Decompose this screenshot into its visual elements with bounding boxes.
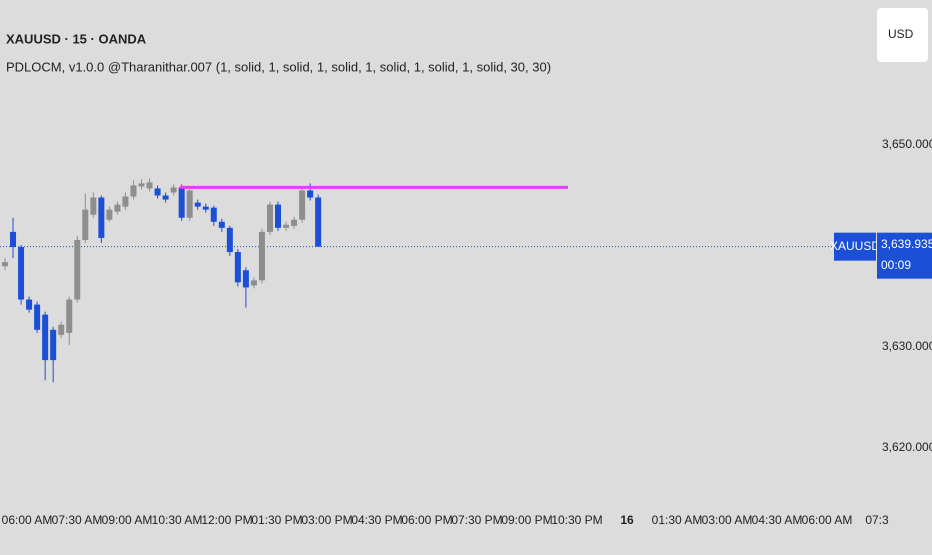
x-tick-label: 10:30 AM bbox=[152, 513, 203, 527]
candle-body bbox=[114, 204, 121, 212]
x-tick-label: 03:00 AM bbox=[702, 513, 753, 527]
candle-body bbox=[82, 209, 89, 240]
candle-body bbox=[106, 209, 113, 220]
symbol-tag-box bbox=[834, 232, 876, 261]
candle-body bbox=[42, 314, 49, 361]
candle-body bbox=[283, 224, 290, 228]
candle-body bbox=[226, 227, 233, 253]
candle-body bbox=[266, 204, 273, 232]
candle-body bbox=[154, 188, 161, 196]
candle-body bbox=[307, 190, 314, 198]
candle-body bbox=[170, 187, 177, 193]
x-tick-label: 07:30 PM bbox=[451, 513, 502, 527]
candle-body bbox=[18, 247, 25, 300]
x-tick-label: 07:3 bbox=[865, 513, 889, 527]
currency-button[interactable] bbox=[877, 8, 928, 62]
candle-body bbox=[315, 197, 322, 247]
candle-body bbox=[234, 252, 241, 283]
candle-body bbox=[26, 299, 33, 310]
candle-body bbox=[250, 280, 257, 286]
price-label: 3,639.935 bbox=[881, 237, 932, 251]
candle-body bbox=[258, 231, 265, 281]
candle-body bbox=[275, 204, 282, 228]
chart-title: XAUUSD · 15 · OANDA bbox=[6, 31, 147, 46]
candle-body bbox=[186, 190, 193, 218]
candle-body bbox=[202, 206, 209, 210]
candle-body bbox=[146, 182, 153, 189]
x-tick-label: 07:30 AM bbox=[52, 513, 103, 527]
candle-body bbox=[242, 270, 249, 288]
x-tick-label: 09:00 AM bbox=[102, 513, 153, 527]
candle-body bbox=[58, 324, 65, 335]
countdown: 00:09 bbox=[881, 258, 911, 272]
x-tick-label: 01:30 AM bbox=[652, 513, 703, 527]
x-tick-label: 03:00 PM bbox=[301, 513, 352, 527]
candle-body bbox=[50, 329, 57, 361]
x-tick-label: 06:00 PM bbox=[401, 513, 452, 527]
candle-body bbox=[90, 197, 97, 215]
candle-body bbox=[2, 262, 8, 267]
symbol-tag: XAUUSD bbox=[830, 239, 880, 253]
candle-body bbox=[299, 190, 306, 220]
indicator-label: PDLOCM, v1.0.0 @Tharanithar.007 (1, soli… bbox=[6, 59, 551, 74]
candle-body bbox=[291, 219, 298, 226]
candle-body bbox=[98, 197, 105, 238]
candle-body bbox=[122, 196, 129, 207]
candle-body bbox=[74, 239, 81, 300]
candle-body bbox=[66, 299, 73, 333]
candle-body bbox=[130, 185, 137, 197]
candle-body bbox=[34, 304, 41, 330]
candle-body bbox=[10, 231, 17, 248]
candle-body bbox=[178, 187, 185, 218]
x-tick-label: 01:30 PM bbox=[251, 513, 302, 527]
y-tick-label: 3,650.000 bbox=[882, 137, 932, 151]
x-tick-label: 06:00 AM bbox=[2, 513, 53, 527]
x-tick-label: 16 bbox=[620, 513, 634, 527]
y-tick-label: 3,630.000 bbox=[882, 339, 932, 353]
x-tick-label: 12:00 PM bbox=[201, 513, 252, 527]
candle-body bbox=[162, 195, 169, 200]
x-tick-label: 04:30 AM bbox=[752, 513, 803, 527]
candle-body bbox=[194, 202, 201, 207]
candle-body bbox=[218, 221, 225, 228]
x-tick-label: 10:30 PM bbox=[551, 513, 602, 527]
candle-body bbox=[138, 183, 145, 187]
price-box bbox=[877, 232, 932, 279]
y-tick-label: 3,620.000 bbox=[882, 440, 932, 454]
x-tick-label: 06:00 AM bbox=[802, 513, 853, 527]
candle-body bbox=[210, 207, 217, 222]
x-tick-label: 04:30 PM bbox=[351, 513, 402, 527]
currency-label: USD bbox=[888, 27, 914, 41]
x-tick-label: 09:00 PM bbox=[501, 513, 552, 527]
